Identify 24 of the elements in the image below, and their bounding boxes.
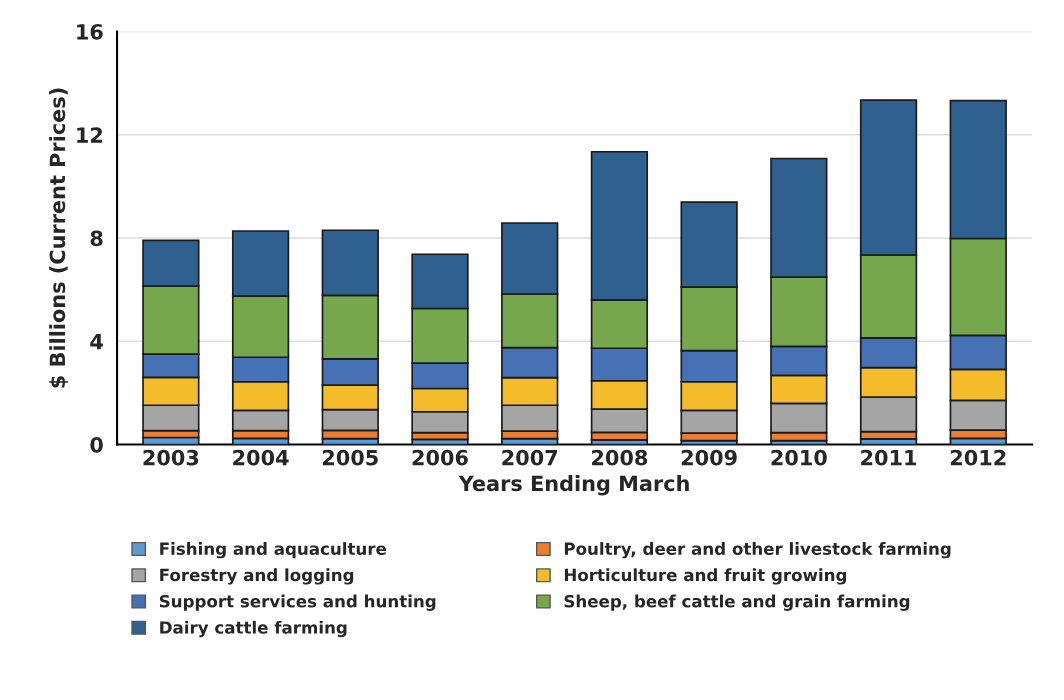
y-tick-label: 4	[90, 333, 103, 350]
legend-label: Forestry and logging	[160, 568, 354, 585]
x-tick-label: 2005	[322, 449, 378, 466]
x-tick-label: 2006	[412, 449, 468, 466]
y-tick-label: 0	[90, 436, 103, 453]
legend-label: Fishing and aquaculture	[160, 542, 387, 559]
x-tick-label: 2008	[592, 449, 648, 466]
legend-label: Support services and hunting	[159, 594, 436, 611]
x-tick-label: 2003	[143, 449, 199, 466]
x-tick-label: 2004	[233, 449, 289, 466]
y-tick-label: 12	[77, 127, 103, 143]
y-tick-label: 16	[77, 23, 103, 40]
legend-label: Sheep, beef cattle and grain farming	[564, 594, 910, 611]
x-tick-label: 2010	[771, 449, 827, 466]
x-tick-label: 2012	[950, 449, 1006, 466]
x-tick-label: 2007	[502, 449, 558, 466]
legend-label: Dairy cattle farming	[160, 620, 347, 638]
legend-label: Poultry, deer and other livestock farming	[564, 542, 951, 559]
x-tick-label: 2009	[681, 449, 737, 466]
legend-label: Horticulture and fruit growing	[564, 568, 847, 585]
x-axis-title: Years Ending March	[458, 475, 689, 496]
y-axis-title: $ Billions (Current Prices)	[49, 88, 69, 388]
x-tick-label: 2011	[861, 449, 917, 466]
y-tick-label: 8	[90, 230, 103, 247]
